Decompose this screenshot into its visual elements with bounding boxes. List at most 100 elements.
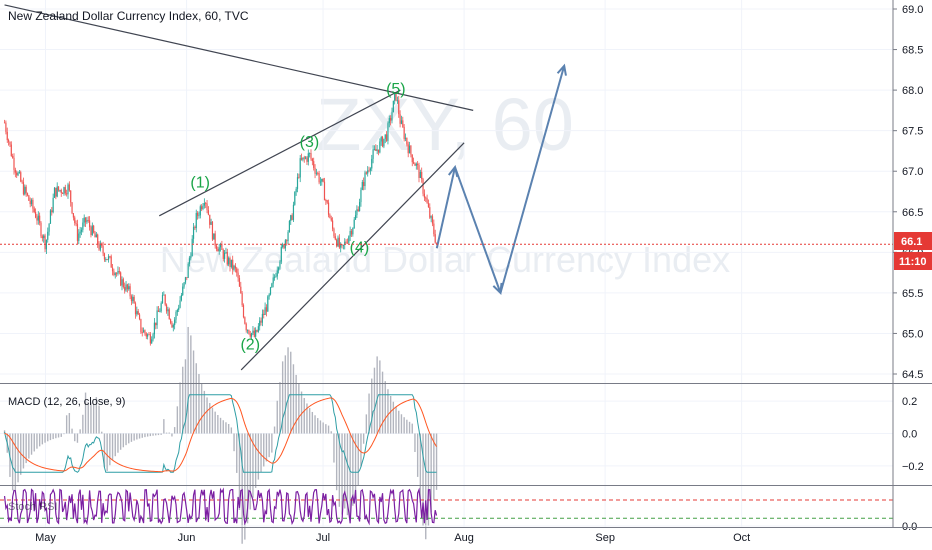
candle-body <box>94 232 96 238</box>
candle-body <box>310 153 312 159</box>
candle-body <box>278 267 280 271</box>
candle-body <box>56 186 58 197</box>
candle-body <box>425 197 427 199</box>
candle-body <box>134 303 137 315</box>
time-tick-label: Sep <box>595 532 615 544</box>
candle-body <box>433 223 435 235</box>
candle-body <box>306 157 308 162</box>
candle-body <box>192 226 195 239</box>
candle-body <box>384 134 386 139</box>
candle-body <box>429 207 431 218</box>
candle-body <box>375 149 377 151</box>
candle-body <box>118 271 120 273</box>
candle-body <box>66 193 68 195</box>
candle-body <box>129 286 131 297</box>
candle-body <box>86 220 88 223</box>
candle-body <box>369 168 371 171</box>
candle-body <box>399 114 401 124</box>
time-tick-label: May <box>35 532 56 544</box>
candle-body <box>120 272 122 286</box>
candle-body <box>388 118 390 124</box>
candle-body <box>14 169 16 173</box>
candle-body <box>272 277 274 284</box>
candle-body <box>202 205 204 210</box>
candle-body <box>45 239 47 250</box>
candle-body <box>386 134 388 141</box>
candle-body <box>3 122 6 124</box>
candle-body <box>383 138 385 147</box>
candle-body <box>209 214 211 225</box>
candle-body <box>63 187 65 194</box>
candle-body <box>321 178 323 182</box>
watermark-symbol: ZXY, 60 <box>316 83 574 166</box>
candle-body <box>9 141 11 145</box>
time-axis[interactable]: May Jun Jul Aug Sep Oct <box>35 532 750 544</box>
candle-body <box>275 276 277 278</box>
candle-body <box>319 181 322 183</box>
candle-body <box>106 259 108 260</box>
projection-segment[interactable] <box>499 65 566 294</box>
trendline[interactable] <box>240 142 465 371</box>
candle-body <box>415 163 417 166</box>
candle-body <box>206 203 208 211</box>
candle-body <box>267 296 269 312</box>
candle-body <box>408 145 411 154</box>
candle-body <box>39 215 41 223</box>
candle-body <box>406 137 408 145</box>
candle-body <box>172 325 174 328</box>
candle-body <box>12 156 14 158</box>
candle-body <box>238 278 241 287</box>
candle-body <box>52 197 54 213</box>
last-price-value: 66.1 <box>901 236 922 248</box>
candle-body <box>248 329 250 334</box>
candle-body <box>40 222 42 237</box>
candle-body <box>245 323 247 331</box>
candle-body <box>49 210 52 224</box>
candle-body <box>207 210 209 215</box>
candle-body <box>48 223 50 232</box>
candle-body <box>190 256 192 259</box>
candle-body <box>225 252 227 253</box>
candle-body <box>51 210 53 213</box>
candle-body <box>24 186 26 195</box>
candle-body <box>82 222 84 230</box>
candle-body <box>434 234 436 243</box>
candle-body <box>75 222 77 225</box>
wave-labels: (1) (2) (3) (4) (5) <box>190 81 405 353</box>
candle-body <box>229 258 231 268</box>
candle-body <box>161 294 164 304</box>
candle-body <box>400 120 403 124</box>
candle-body <box>149 334 151 344</box>
candle-body <box>33 208 35 213</box>
macd-tick-label: −0.2 <box>902 461 924 473</box>
candle-body <box>313 161 315 168</box>
candle-body <box>83 217 85 223</box>
candle-body <box>188 258 191 264</box>
candle-body <box>265 307 268 312</box>
candle-body <box>171 322 173 328</box>
candle-body <box>282 244 284 248</box>
trendline[interactable] <box>158 89 401 217</box>
time-tick-label: Jun <box>178 532 196 544</box>
candle-body <box>117 271 119 274</box>
candle-body <box>276 270 278 277</box>
candle-body <box>44 235 46 250</box>
candle-body <box>230 259 232 268</box>
candle-body <box>303 157 305 159</box>
chart-title: New Zealand Dollar Currency Index, 60, T… <box>8 9 249 23</box>
candle-body <box>260 320 262 323</box>
candle-body <box>376 149 378 151</box>
candle-body <box>71 202 73 214</box>
candle-body <box>344 241 346 245</box>
bar-countdown: 11:10 <box>899 256 927 268</box>
candle-body <box>371 158 373 169</box>
candle-body <box>35 212 37 218</box>
candle-body <box>213 233 215 240</box>
projection-segment[interactable] <box>435 166 456 249</box>
projection-segment[interactable] <box>454 166 502 294</box>
candle-body <box>76 224 79 241</box>
candle-body <box>101 243 103 247</box>
candle-body <box>21 181 23 183</box>
candle-body <box>283 244 285 249</box>
